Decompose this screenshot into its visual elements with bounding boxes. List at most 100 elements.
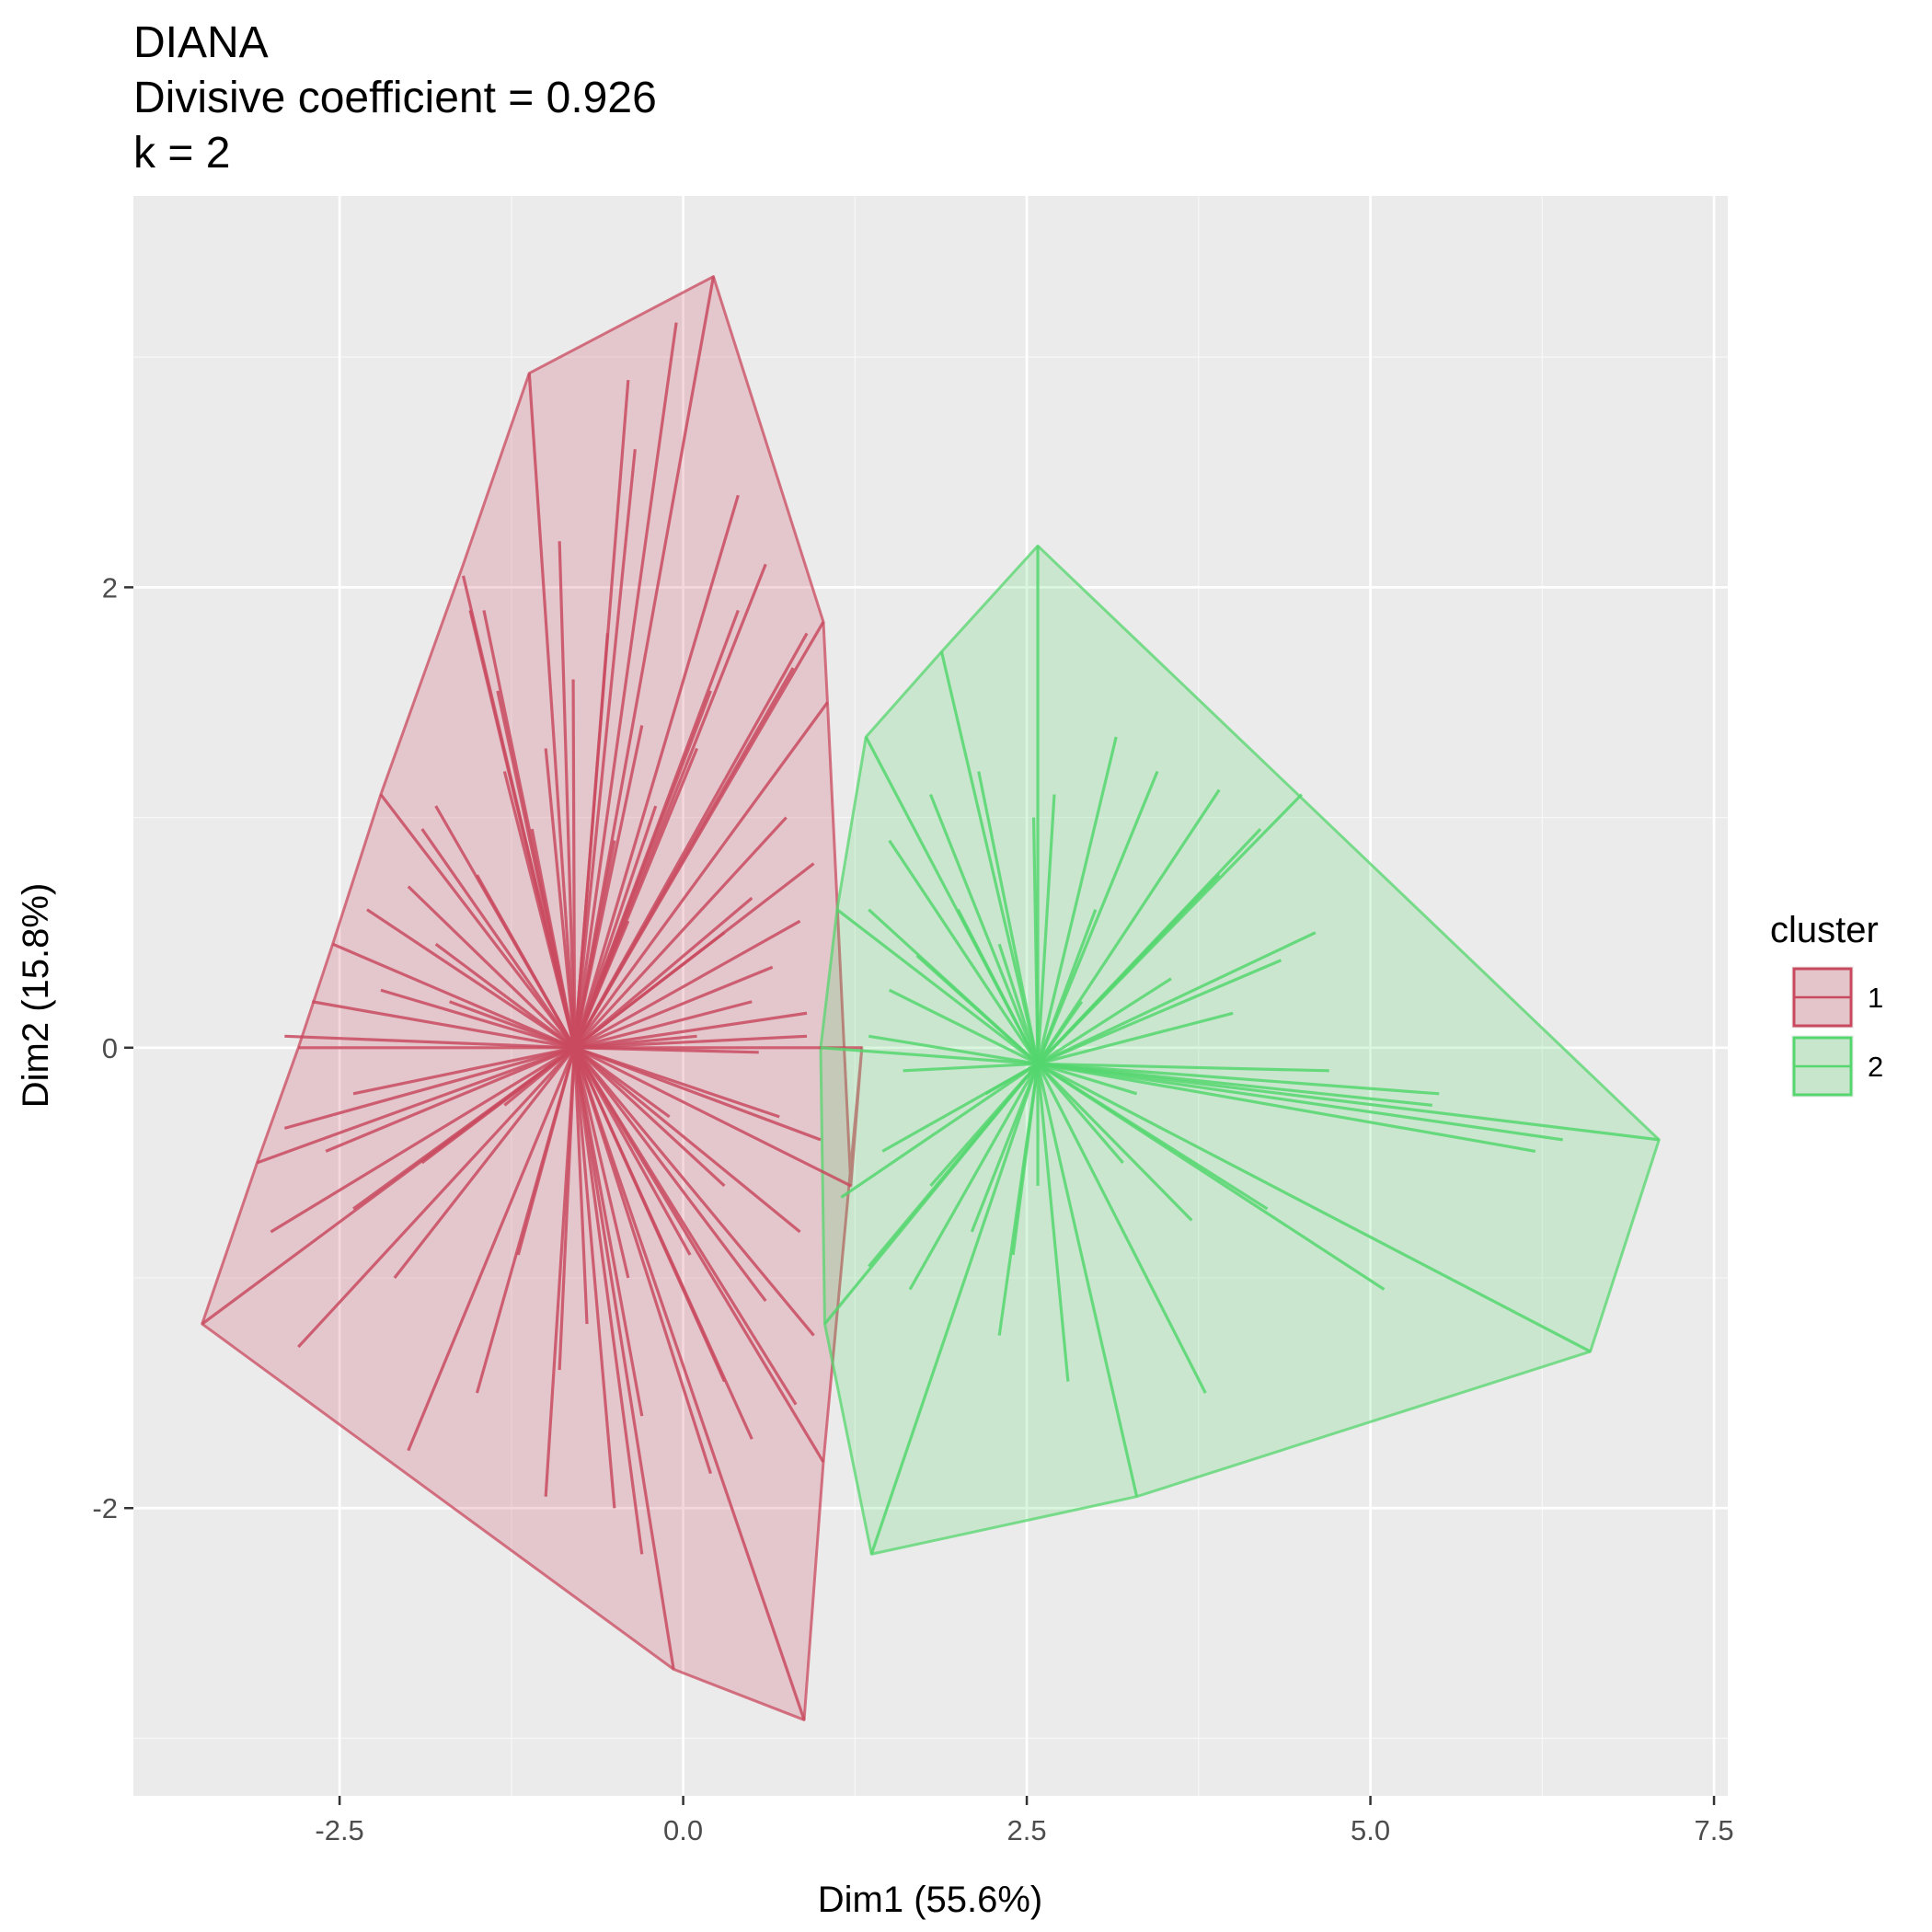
title-line-2: Divisive coefficient = 0.926 (133, 74, 657, 122)
spokes-cluster-2 (820, 546, 1660, 1555)
spoke (573, 805, 658, 1049)
x-tick-label: 7.5 (1695, 1814, 1734, 1846)
y-tick-label: 2 (102, 571, 118, 604)
spoke (574, 1000, 753, 1050)
spoke (1037, 1062, 1660, 1142)
spoke (984, 1062, 1039, 1096)
spoke (956, 908, 1040, 1065)
x-tick-label: 5.0 (1351, 1814, 1390, 1846)
spoke (572, 1047, 644, 1555)
y-tick-label: -2 (92, 1492, 118, 1524)
spoke (573, 1046, 852, 1188)
spoke (1036, 794, 1056, 1064)
spoke (1037, 1062, 1138, 1096)
spoke (915, 954, 1040, 1065)
legend-item-2: 2 (1791, 1035, 1883, 1098)
spoke (572, 1047, 616, 1509)
spoke (929, 1063, 1040, 1187)
spoke (352, 1046, 575, 1096)
spokes-cluster-1 (201, 276, 862, 1720)
legend-label: 1 (1868, 982, 1883, 1014)
legend: cluster 12 (1770, 910, 1883, 1098)
spoke (888, 988, 1039, 1065)
legend-label: 2 (1868, 1051, 1883, 1083)
spoke (903, 1062, 1039, 1073)
x-axis-ticks: -2.5 0.0 2.5 5.0 7.5 (315, 1796, 1734, 1846)
spoke (571, 679, 577, 1048)
spoke (270, 1046, 576, 1234)
spoke (820, 1046, 1039, 1065)
spoke (1031, 817, 1040, 1064)
spoke (1036, 1063, 1139, 1498)
legend-entries: 12 (1791, 966, 1883, 1098)
x-axis-title: Dim1 (55.6%) (818, 1880, 1043, 1920)
spoke (1037, 1062, 1536, 1153)
x-tick-label: -2.5 (315, 1814, 363, 1846)
spoke (573, 919, 801, 1050)
spoke (544, 1047, 577, 1497)
spoke (1037, 1062, 1563, 1142)
spoke (572, 1047, 589, 1325)
spoke (1036, 1063, 1124, 1164)
spoke (311, 1000, 575, 1050)
spoke (496, 690, 577, 1049)
spoke (869, 1063, 1040, 1555)
spoke (325, 1046, 576, 1153)
spoke (573, 1047, 806, 1720)
title-line-1: DIANA (133, 18, 269, 67)
spoke (1037, 959, 1282, 1065)
spoke (573, 1046, 825, 1464)
spoke (352, 1046, 576, 1211)
spoke (573, 1047, 692, 1256)
spoke (573, 1046, 815, 1337)
spoke (331, 942, 576, 1050)
spoke (573, 690, 712, 1049)
spoke (256, 1046, 576, 1165)
spoke (997, 943, 1040, 1064)
spoke (283, 1046, 575, 1130)
spoke (1036, 770, 1159, 1064)
spoke (835, 908, 1040, 1065)
y-axis-ticks: -2 0 2 (92, 571, 133, 1524)
spoke (297, 1046, 576, 1349)
spoke (1037, 1062, 1329, 1073)
spoke (572, 633, 610, 1048)
spoke (908, 1063, 1040, 1291)
spoke (574, 1011, 808, 1050)
spoke (572, 1047, 675, 1670)
spoke (476, 874, 576, 1049)
spoke (1037, 1011, 1234, 1065)
spoke (573, 621, 825, 1049)
cluster-spokes (201, 276, 1660, 1720)
spoke (1036, 874, 1221, 1065)
spoke (573, 1047, 630, 1279)
spoke (573, 701, 829, 1049)
spoke (573, 896, 753, 1050)
spoke (284, 1034, 575, 1050)
spoke (574, 1034, 808, 1050)
spoke (434, 942, 576, 1050)
spoke (929, 793, 1040, 1064)
spoke (572, 322, 678, 1049)
spoke (573, 494, 740, 1049)
spoke (573, 931, 726, 1050)
spoke (1037, 1062, 1440, 1096)
spoke (1036, 736, 1118, 1064)
spoke (573, 1046, 726, 1188)
spoke (366, 908, 576, 1050)
spoke (939, 651, 1040, 1064)
spoke (380, 988, 576, 1050)
spoke (573, 816, 788, 1049)
plot-title: DIANA Divisive coefficient = 0.926 k = 2 (133, 18, 657, 178)
spoke (977, 771, 1040, 1064)
spoke (1037, 931, 1317, 1065)
spoke (1036, 1064, 1070, 1382)
spoke (573, 1046, 671, 1119)
spoke (558, 541, 577, 1048)
spoke (1036, 1063, 1207, 1394)
spoke (573, 1046, 801, 1234)
spoke (572, 449, 637, 1048)
spoke (379, 793, 576, 1049)
spoke (868, 1034, 1039, 1065)
